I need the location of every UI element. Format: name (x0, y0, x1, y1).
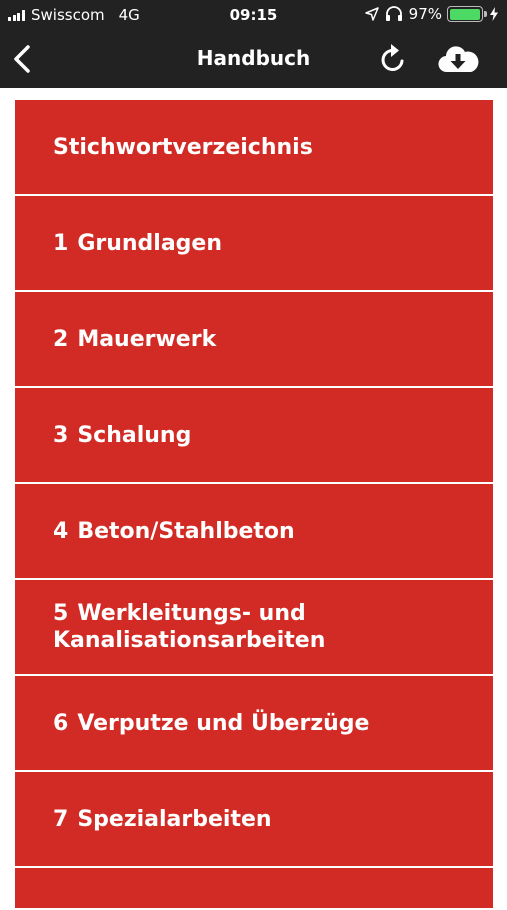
cloud-download-icon (438, 46, 479, 73)
menu-item-label: Spezialarbeiten (77, 806, 272, 832)
menu-item-number: 4 (53, 518, 69, 544)
status-left: Swisscom 4G (8, 6, 140, 24)
menu-item-number: 5 (53, 601, 69, 626)
menu-item-label-numbered: 5 Werkleitungs- und Kanalisationsarbeiten (53, 600, 325, 654)
menu-item-number: 2 (53, 326, 69, 352)
menu-item-werkleitungen[interactable]: 5 Werkleitungs- und Kanalisationsarbeiten (15, 580, 493, 674)
menu-item-number: 3 (53, 422, 69, 448)
menu-item-next[interactable] (15, 868, 493, 908)
status-bar: Swisscom 4G 09:15 97% (0, 0, 507, 30)
page-title: Handbuch (196, 46, 311, 70)
menu-item-beton[interactable]: 4 Beton/Stahlbeton (15, 484, 493, 578)
menu-item-mauerwerk[interactable]: 2 Mauerwerk (15, 292, 493, 386)
location-icon (364, 7, 379, 21)
signal-icon (8, 9, 26, 21)
charging-icon (490, 7, 498, 21)
menu-item-spezialarbeiten[interactable]: 7 Spezialarbeiten (15, 772, 493, 866)
menu-item-label: Grundlagen (77, 230, 223, 256)
menu-item-grundlagen[interactable]: 1 Grundlagen (15, 196, 493, 290)
menu-item-label: Schalung (77, 422, 192, 448)
refresh-icon (381, 44, 404, 71)
menu-item-schalung[interactable]: 3 Schalung (15, 388, 493, 482)
status-time: 09:15 (229, 6, 278, 24)
battery-level (449, 8, 480, 20)
menu-item-label: Stichwortverzeichnis (53, 134, 313, 160)
battery-percent: 97% (408, 5, 442, 23)
battery-icon (447, 6, 487, 22)
menu-item-number: 6 (53, 710, 69, 736)
chevron-left-icon (14, 45, 30, 73)
menu-item-label: Mauerwerk (77, 326, 217, 352)
menu-item-number: 1 (53, 230, 69, 256)
menu-item-label: Verputze und Überzüge (77, 710, 370, 736)
handbook-menu: Stichwortverzeichnis 1 Grundlagen 2 Maue… (15, 100, 493, 910)
download-button[interactable] (437, 44, 479, 74)
menu-item-text: Werkleitungs- und Kanalisationsarbeiten (53, 601, 326, 653)
menu-item-index[interactable]: Stichwortverzeichnis (15, 100, 493, 194)
menu-item-label: Beton/Stahlbeton (77, 518, 295, 544)
navigation-bar: Handbuch (0, 30, 507, 88)
menu-item-verputze[interactable]: 6 Verputze und Überzüge (15, 676, 493, 770)
network-type: 4G (118, 6, 140, 24)
back-button[interactable] (8, 42, 38, 76)
refresh-button[interactable] (378, 42, 410, 76)
status-right: 97% (364, 5, 499, 23)
carrier-name: Swisscom (31, 6, 105, 24)
menu-item-number: 7 (53, 806, 69, 832)
headphones-icon (385, 6, 402, 21)
